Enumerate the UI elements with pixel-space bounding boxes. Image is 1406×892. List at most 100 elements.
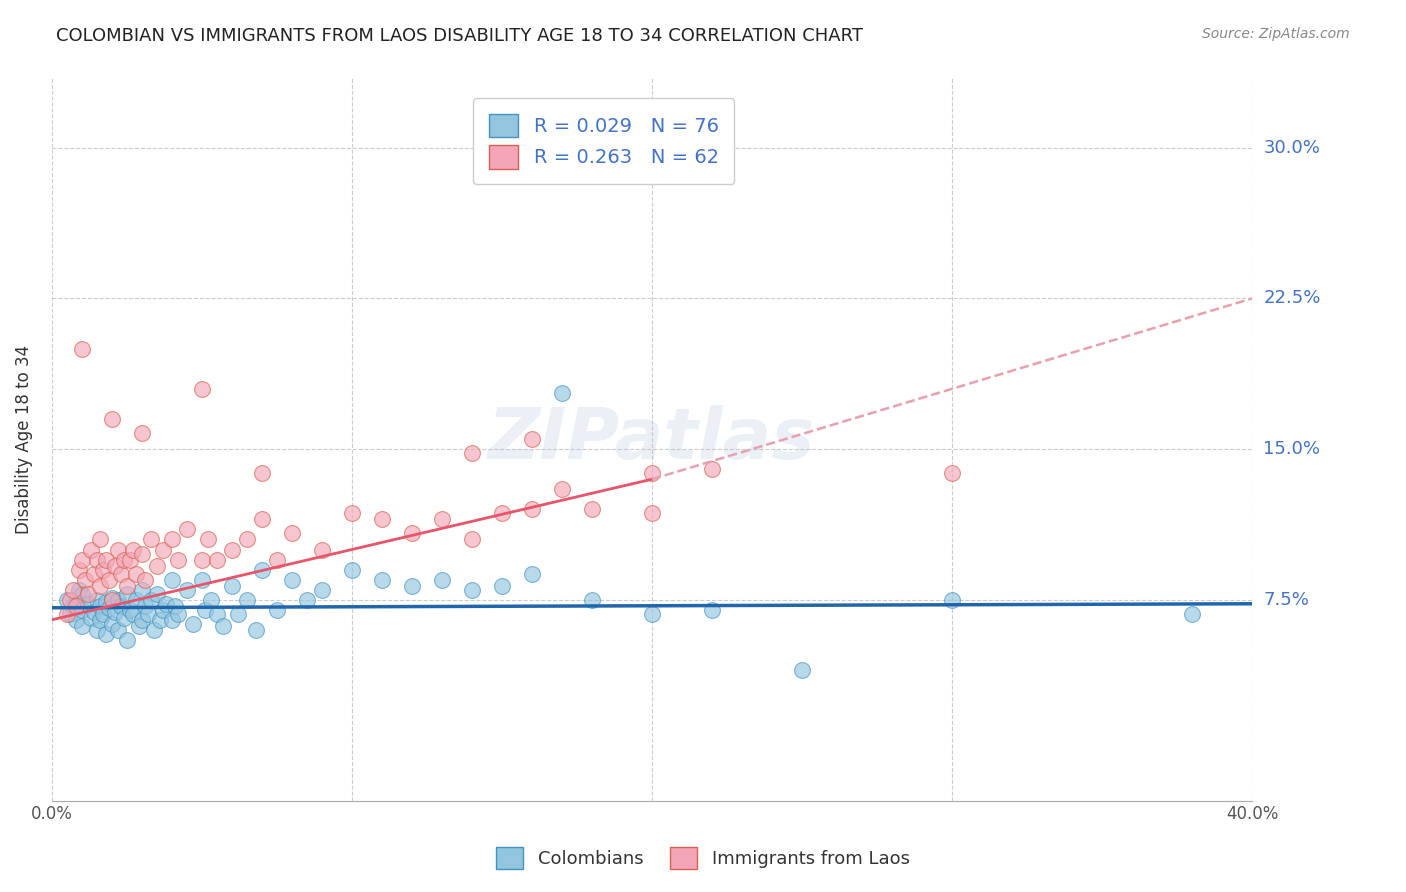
Point [941,592,963,607]
Point [107,592,129,607]
Point [136,607,159,621]
Point [236,592,259,607]
Point [176,523,198,537]
Point [134,573,156,587]
Point [197,533,219,547]
Point [461,582,484,597]
Point [236,533,259,547]
Point [125,592,148,607]
Point [131,425,153,440]
Legend: Colombians, Immigrants from Laos: Colombians, Immigrants from Laos [486,838,920,879]
Point [371,573,394,587]
Point [107,623,129,637]
Point [281,573,304,587]
Point [89,533,111,547]
Point [91,607,114,621]
Point [100,592,122,607]
Point [311,542,333,557]
Point [205,552,228,566]
Point [1181,607,1204,621]
Point [941,466,963,480]
Point [125,566,148,581]
Point [76,587,98,601]
Text: 30.0%: 30.0% [1264,139,1320,157]
Point [142,623,165,637]
Point [76,597,98,611]
Point [121,542,143,557]
Point [94,595,117,609]
Legend: R = 0.029   N = 76, R = 0.263   N = 62: R = 0.029 N = 76, R = 0.263 N = 62 [474,98,734,185]
Point [491,507,513,521]
Text: COLOMBIAN VS IMMIGRANTS FROM LAOS DISABILITY AGE 18 TO 34 CORRELATION CHART: COLOMBIAN VS IMMIGRANTS FROM LAOS DISABI… [56,27,863,45]
Point [250,563,273,577]
Point [176,582,198,597]
Point [104,605,127,619]
Point [89,599,111,613]
Point [55,592,77,607]
Point [139,533,162,547]
Point [112,611,135,625]
Point [70,603,93,617]
Point [110,566,132,581]
Point [83,566,105,581]
Point [59,607,82,621]
Point [65,613,87,627]
Point [700,462,723,476]
Point [520,566,543,581]
Point [146,587,169,601]
Point [65,599,87,613]
Point [641,466,664,480]
Point [340,563,363,577]
Point [520,432,543,446]
Point [226,607,249,621]
Point [641,507,664,521]
Point [461,533,484,547]
Point [59,592,82,607]
Point [160,533,183,547]
Point [191,552,214,566]
Point [94,627,117,641]
Point [97,600,120,615]
Point [163,599,186,613]
Point [128,619,150,633]
Point [250,466,273,480]
Point [250,512,273,526]
Point [191,382,214,396]
Point [86,552,108,566]
Point [430,512,453,526]
Point [581,592,603,607]
Point [155,597,177,611]
Y-axis label: Disability Age 18 to 34: Disability Age 18 to 34 [15,344,32,533]
Point [80,542,103,557]
Point [152,542,174,557]
Point [134,599,156,613]
Point [91,563,114,577]
Point [67,582,90,597]
Text: ZIPatlas: ZIPatlas [488,405,815,474]
Point [491,579,513,593]
Point [311,582,333,597]
Point [266,603,288,617]
Point [104,558,127,573]
Point [166,607,188,621]
Point [700,603,723,617]
Point [131,613,153,627]
Point [340,507,363,521]
Point [160,613,183,627]
Point [118,552,141,566]
Point [118,603,141,617]
Point [115,632,138,647]
Point [191,573,214,587]
Point [121,607,143,621]
Point [790,663,813,677]
Point [139,592,162,607]
Point [295,592,318,607]
Point [89,579,111,593]
Point [266,552,288,566]
Point [110,599,132,613]
Point [551,385,574,400]
Point [70,587,93,601]
Point [67,563,90,577]
Point [100,616,122,631]
Point [62,582,84,597]
